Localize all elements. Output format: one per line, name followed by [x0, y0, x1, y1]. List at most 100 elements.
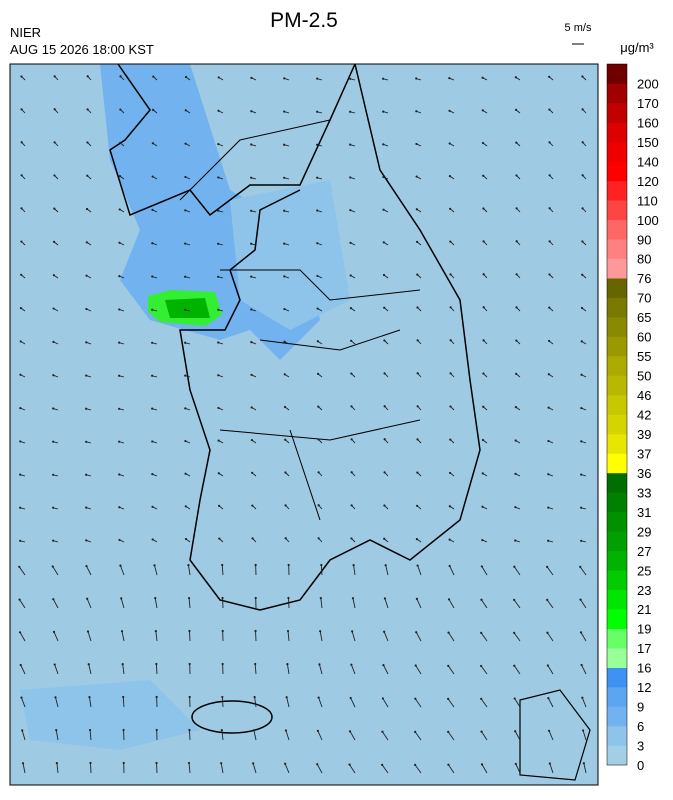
wind-arrow-head [415, 631, 417, 633]
wind-arrow-head [414, 698, 416, 700]
wind-arrow-head [416, 471, 418, 473]
wind-arrow-head [514, 697, 516, 699]
wind-arrow-head [184, 143, 186, 145]
wind-arrow-head [19, 540, 21, 542]
wind-arrow-head [119, 142, 121, 144]
wind-arrow-head [549, 762, 551, 764]
wind-arrow-head [218, 76, 220, 78]
wind-arrow-head [482, 472, 484, 474]
wind-arrow-head [185, 505, 187, 507]
wind-arrow-head [251, 406, 253, 408]
wind-arrow-head [251, 472, 253, 474]
wind-arrow-head [351, 504, 353, 506]
wind-arrow-head [384, 438, 386, 440]
wind-arrow-head [547, 440, 549, 442]
wind-arrow-head [19, 507, 21, 509]
wind-arrow-head [251, 439, 253, 441]
wind-arrow-head [581, 75, 583, 77]
wind-arrow-head [481, 565, 483, 567]
colorbar-segment [607, 220, 627, 240]
wind-arrow-head [221, 564, 223, 566]
wind-arrow-head [88, 696, 90, 698]
wind-arrow-head [52, 598, 54, 600]
wind-arrow-head [317, 307, 319, 309]
wind-arrow-head [118, 342, 120, 344]
colorbar-segment [607, 278, 627, 298]
wind-arrow-head [151, 242, 153, 244]
wind-arrow-head [579, 566, 581, 568]
colorbar-segment [607, 298, 627, 318]
wind-arrow-head [85, 506, 87, 508]
wind-arrow-head [383, 631, 385, 633]
colorbar-segment [607, 356, 627, 376]
wind-arrow-head [54, 75, 56, 77]
wind-arrow-head [516, 273, 518, 275]
wind-arrow-head [482, 109, 484, 111]
colorbar-segment [607, 668, 627, 688]
colorbar-label: 27 [637, 544, 651, 559]
wind-arrow-head [217, 176, 219, 178]
colorbar-segment [607, 103, 627, 123]
wind-arrow-head [184, 176, 186, 178]
colorbar-segment [607, 161, 627, 181]
wind-arrow-head [286, 696, 288, 698]
wind-arrow-head [381, 764, 383, 766]
wind-arrow-head [85, 539, 87, 541]
wind-arrow-head [513, 566, 515, 568]
wind-arrow-head [283, 308, 285, 310]
wind-arrow-head [415, 143, 417, 145]
wind-arrow-head [449, 175, 451, 177]
wind-arrow-head [53, 208, 55, 210]
wind-arrow-head [414, 764, 416, 766]
wind-arrow-head [349, 730, 351, 732]
wind-arrow-head [447, 764, 449, 766]
wind-arrow-head [317, 340, 319, 342]
wind-arrow-head [416, 438, 418, 440]
wind-arrow-head [250, 341, 252, 343]
colorbar-segment [607, 629, 627, 649]
wind-arrow-head [55, 729, 57, 731]
wind-arrow-head [383, 307, 385, 309]
wind-arrow-head [580, 664, 582, 666]
wind-arrow-head [284, 471, 286, 473]
colorbar-label: 19 [637, 622, 651, 637]
wind-arrow [288, 598, 289, 608]
wind-arrow-head [152, 76, 154, 78]
wind-arrow-head [581, 340, 583, 342]
wind-arrow-head [548, 406, 550, 408]
wind-arrow-head [320, 564, 322, 566]
wind-arrow-head [284, 373, 286, 375]
wind-arrow-head [383, 339, 385, 341]
colorbar-segment [607, 415, 627, 435]
wind-arrow [90, 763, 91, 773]
wind-arrow-head [548, 108, 550, 110]
wind-arrow-head [19, 407, 21, 409]
wind-arrow-head [350, 372, 352, 374]
wind-arrow-head [448, 110, 450, 112]
wind-arrow-head [382, 209, 384, 211]
wind-arrow-head [85, 308, 87, 310]
wind-arrow-head [382, 110, 384, 112]
wind-arrow-head [20, 75, 22, 77]
wind-arrow-head [217, 407, 219, 409]
wind-arrow-head [480, 599, 482, 601]
wind-arrow-head [481, 77, 483, 79]
wind-arrow-head [348, 764, 350, 766]
wind-arrow-head [548, 340, 550, 342]
wind-arrow-head [515, 406, 517, 408]
wind-arrow-head [20, 697, 22, 699]
wind-arrow-head [481, 539, 483, 541]
wind-arrow-head [89, 729, 91, 731]
wind-arrow-head [583, 762, 585, 764]
wind-arrow-head [515, 306, 517, 308]
wind-arrow-head [119, 565, 121, 567]
wind-arrow-head [119, 75, 121, 77]
wind-arrow-head [447, 665, 449, 667]
colorbar-label: 200 [637, 76, 659, 91]
wind-arrow-head [152, 142, 154, 144]
wind-arrow-head [481, 506, 483, 508]
wind-arrow-head [483, 306, 485, 308]
wind-arrow-head [184, 407, 186, 409]
wind-arrow-head [283, 275, 285, 277]
wind-arrow-head [283, 242, 285, 244]
